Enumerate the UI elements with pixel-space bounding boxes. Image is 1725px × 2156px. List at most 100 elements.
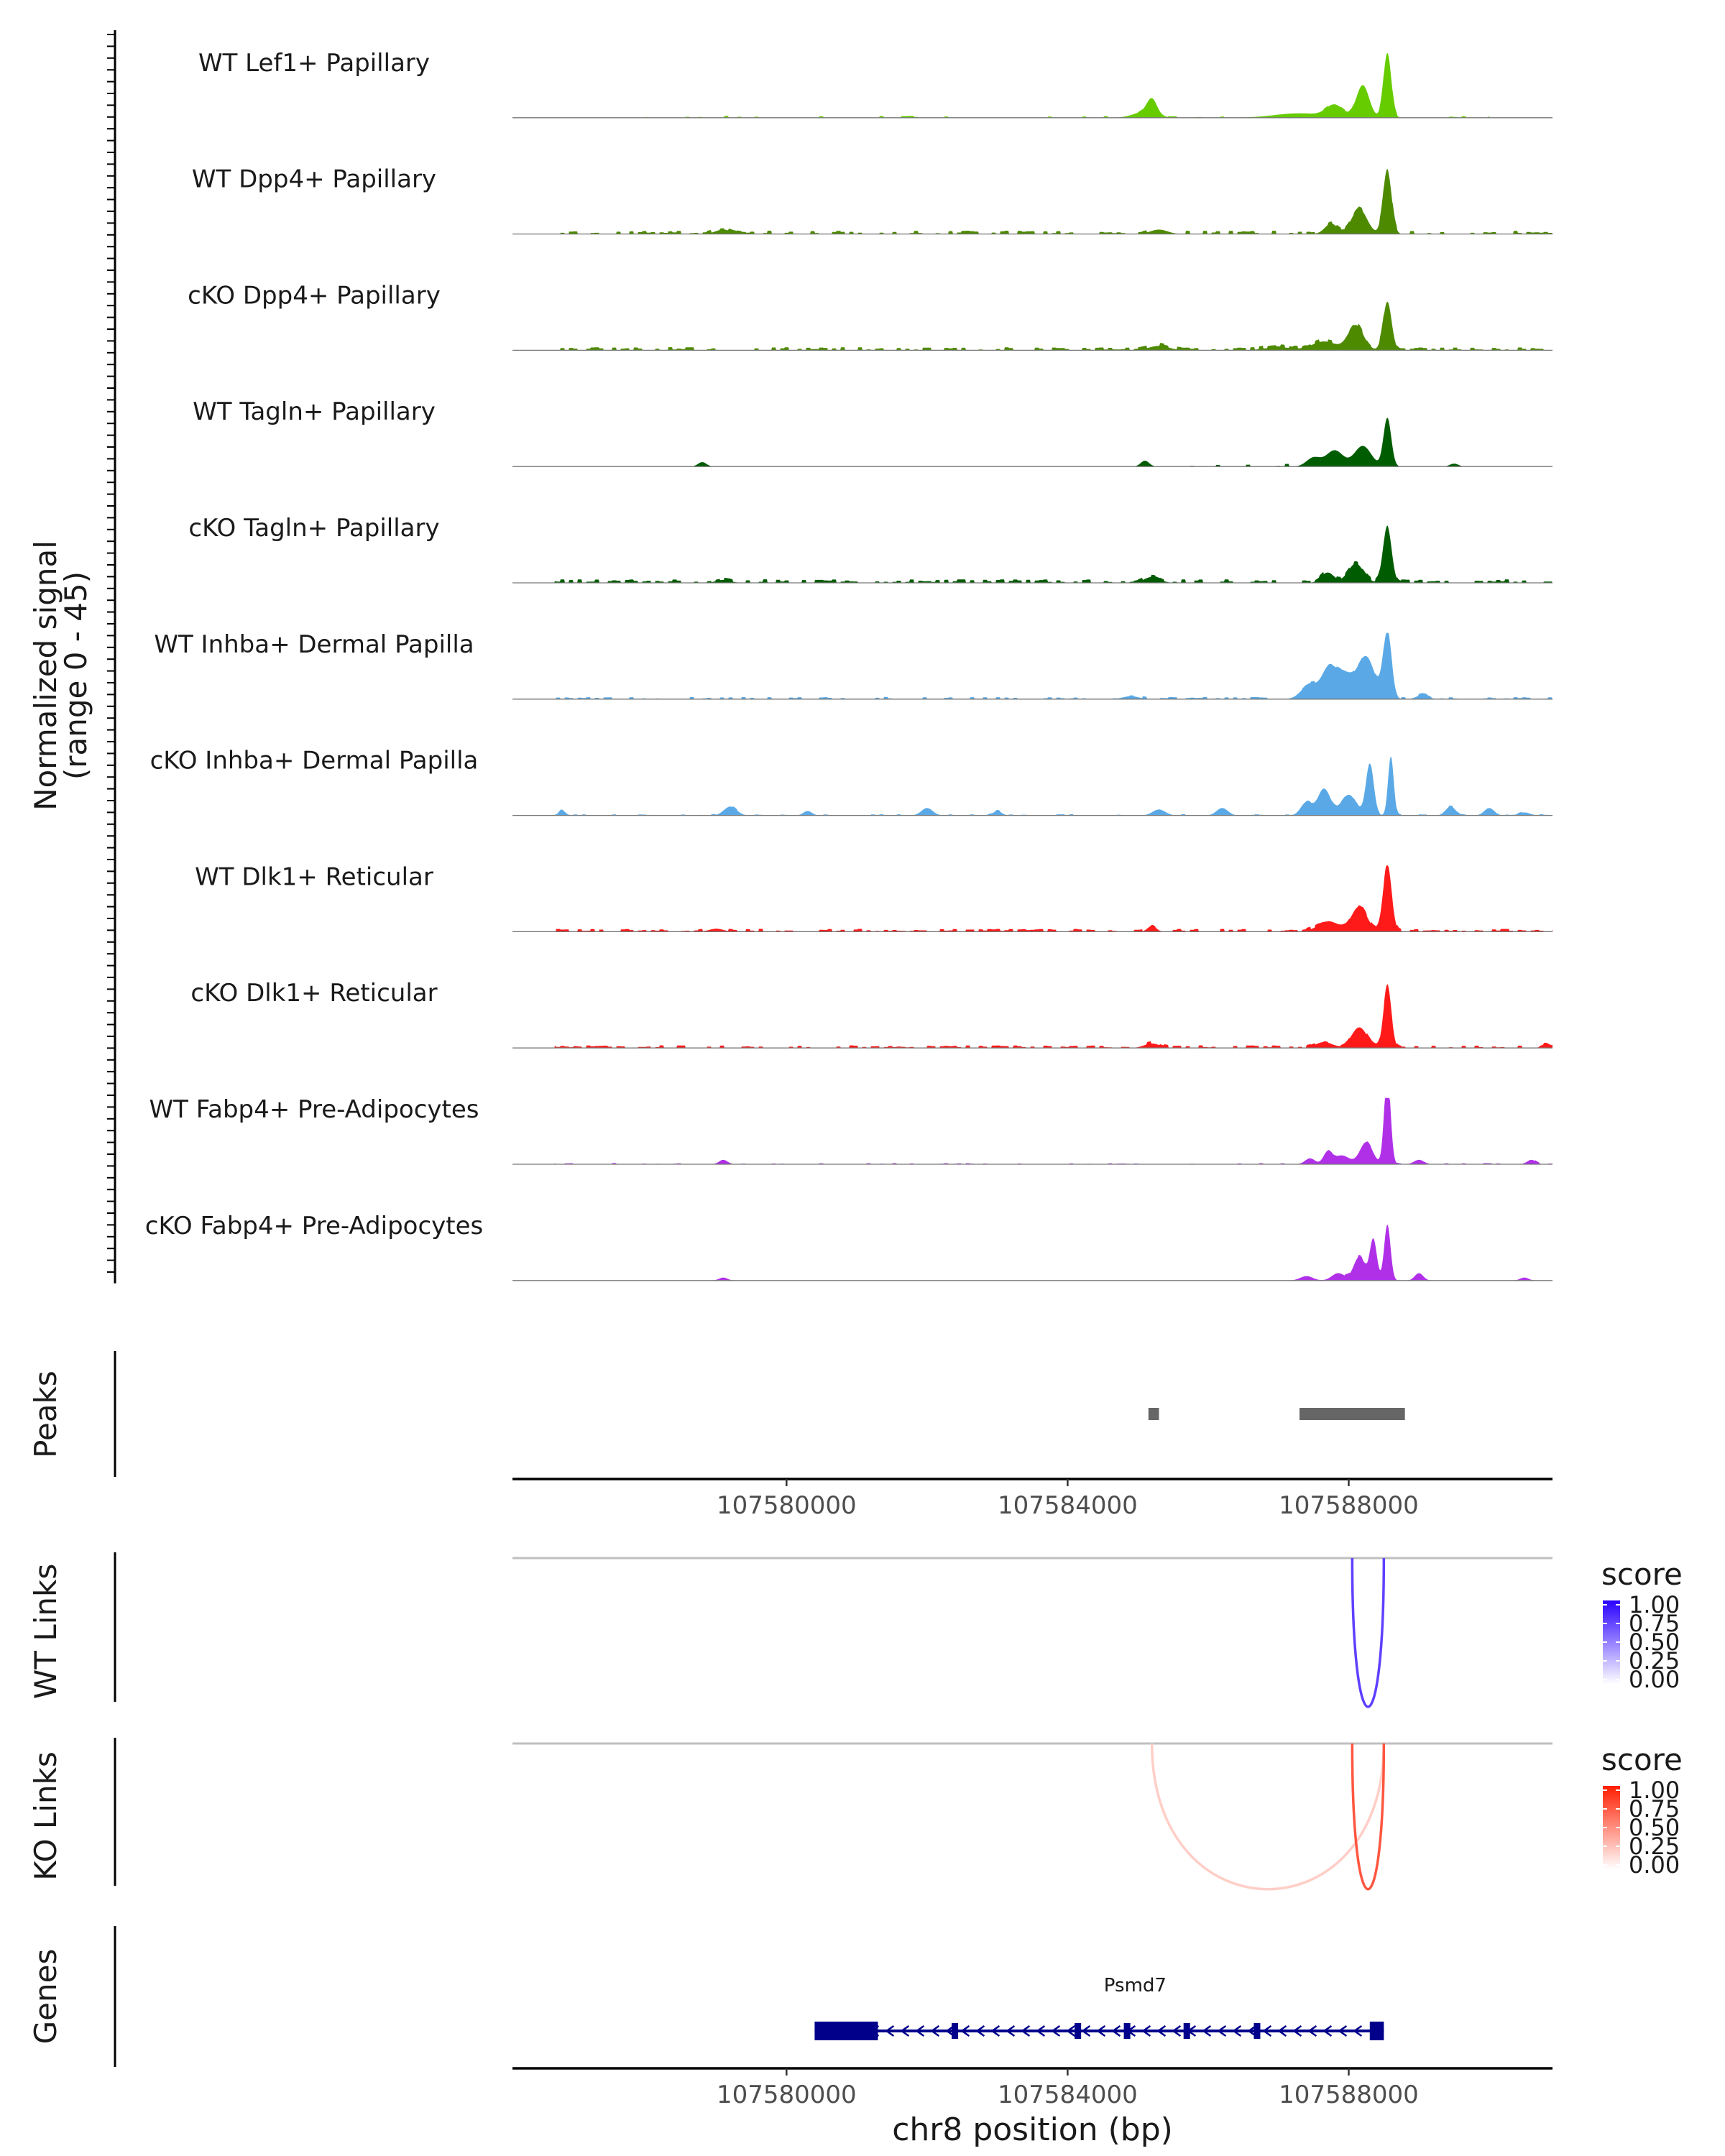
genes-label: Genes bbox=[28, 1949, 63, 2045]
coverage-panel: WT Lef1+ Papillary WT Dpp4+ Papillary cKO … bbox=[28, 30, 1552, 1284]
strand-arrow bbox=[900, 2024, 910, 2037]
coverage-area bbox=[512, 1225, 1552, 1281]
ko_links-legend-tick-label: 0.00 bbox=[1629, 1851, 1680, 1879]
strand-arrow bbox=[1156, 2024, 1167, 2037]
track-label: WT Dpp4+ Papillary bbox=[192, 165, 436, 194]
upper-axis-tick-label: 107580000 bbox=[717, 1491, 857, 1520]
genes-panel: Genes Psmd7 bbox=[28, 1926, 1384, 2067]
strand-arrow bbox=[1232, 2024, 1242, 2037]
wt_links-legend-tick-label: 1.00 bbox=[1629, 1591, 1680, 1618]
track-label: WT Fabp4+ Pre-Adipocytes bbox=[150, 1095, 479, 1124]
position-axis-lower: 107580000 107584000 107588000 chr8 position… bbox=[512, 2067, 1552, 2148]
strand-arrow bbox=[1111, 2024, 1121, 2037]
gene-exon bbox=[952, 2023, 959, 2039]
gene-exon bbox=[1183, 2023, 1190, 2039]
coverage-area bbox=[512, 1097, 1552, 1164]
ko_links-label: KO Links bbox=[28, 1751, 63, 1881]
track-label: cKO Dlk1+ Reticular bbox=[190, 979, 437, 1008]
coverage-track: WT Fabp4+ Pre-Adipocytes bbox=[150, 1095, 1552, 1165]
wt_links-legend-title: score bbox=[1601, 1557, 1683, 1592]
strand-arrow bbox=[975, 2024, 985, 2037]
ko_links-legend-tick-label: 0.75 bbox=[1629, 1795, 1680, 1823]
gene-exon bbox=[1254, 2023, 1261, 2039]
lower-axis-tick-label: 107580000 bbox=[717, 2081, 857, 2109]
track-label: WT Inhba+ Dermal Papilla bbox=[154, 630, 474, 659]
ko_links-legend-tick-label: 0.25 bbox=[1629, 1833, 1680, 1860]
coverage-track: cKO Dlk1+ Reticular bbox=[190, 979, 1552, 1049]
wt_links-legend-tick-label: 0.50 bbox=[1629, 1628, 1680, 1656]
coverage-track: cKO Tagln+ Papillary bbox=[188, 514, 1552, 584]
track-label: cKO Dpp4+ Papillary bbox=[188, 281, 441, 310]
strand-arrow bbox=[1021, 2024, 1031, 2037]
coverage-area bbox=[512, 632, 1552, 699]
strand-arrow bbox=[960, 2024, 970, 2037]
strand-arrow bbox=[1307, 2024, 1317, 2037]
gene-exon bbox=[1369, 2022, 1384, 2040]
gene-exon bbox=[1075, 2023, 1082, 2039]
peaks-panel: Peaks bbox=[28, 1351, 1405, 1477]
gene-name-label: Psmd7 bbox=[1104, 1975, 1167, 1996]
strand-arrow bbox=[930, 2024, 940, 2037]
x-axis-label: chr8 position (bp) bbox=[892, 2111, 1173, 2148]
strand-arrow bbox=[1036, 2024, 1046, 2037]
position-axis-upper: 107580000 107584000 107588000 bbox=[512, 1478, 1552, 1520]
ko_links-legend-tick-label: 1.00 bbox=[1629, 1777, 1680, 1804]
coverage-track: WT Dpp4+ Papillary bbox=[192, 165, 1552, 235]
coverage-area bbox=[512, 984, 1552, 1049]
strand-arrow bbox=[1247, 2024, 1257, 2037]
ko_links-legend-tick-label: 0.50 bbox=[1629, 1814, 1680, 1841]
strand-arrow bbox=[1006, 2024, 1016, 2037]
coverage-track: cKO Fabp4+ Pre-Adipocytes bbox=[145, 1212, 1552, 1281]
wt_links-legend-tick-label: 0.00 bbox=[1629, 1666, 1680, 1693]
strand-arrow bbox=[1338, 2024, 1348, 2037]
peak-region bbox=[1300, 1408, 1405, 1420]
wt_links-label: WT Links bbox=[28, 1564, 63, 1699]
lower-axis-tick-label: 107588000 bbox=[1279, 2081, 1419, 2109]
strand-arrow bbox=[1202, 2024, 1212, 2037]
strand-arrow bbox=[1277, 2024, 1287, 2037]
strand-arrow bbox=[1141, 2024, 1151, 2037]
ko_links-arc bbox=[1150, 1743, 1386, 1891]
coverage-area bbox=[512, 865, 1552, 932]
coverage-y-label: Normalized signal bbox=[28, 540, 63, 811]
coverage-area bbox=[512, 52, 1552, 118]
coverage-area bbox=[512, 169, 1552, 234]
coverage-area bbox=[512, 756, 1552, 816]
wt_links-legend-tick-label: 0.25 bbox=[1629, 1647, 1680, 1674]
wt_links-legend-tick-label: 0.75 bbox=[1629, 1610, 1680, 1637]
coverage-track: WT Tagln+ Papillary bbox=[193, 397, 1552, 467]
gene-exon bbox=[814, 2022, 878, 2040]
coverage-track: cKO Dpp4+ Papillary bbox=[188, 281, 1552, 351]
peaks-label: Peaks bbox=[28, 1370, 63, 1458]
coverage-area bbox=[512, 301, 1552, 351]
strand-arrow bbox=[1096, 2024, 1106, 2037]
coverage-track: WT Lef1+ Papillary bbox=[198, 49, 1552, 119]
strand-arrow bbox=[1292, 2024, 1302, 2037]
strand-arrow bbox=[885, 2024, 895, 2037]
coverage-y-label-range: (range 0 - 45) bbox=[58, 571, 93, 780]
strand-arrow bbox=[1066, 2024, 1076, 2037]
strand-arrow bbox=[1051, 2024, 1061, 2037]
strand-arrow bbox=[1172, 2024, 1182, 2037]
coverage-track: WT Dlk1+ Reticular bbox=[195, 862, 1552, 933]
coverage-area bbox=[512, 525, 1552, 583]
lower-axis-tick-label: 107584000 bbox=[998, 2081, 1138, 2109]
track-label: cKO Fabp4+ Pre-Adipocytes bbox=[145, 1212, 484, 1240]
track-label: WT Dlk1+ Reticular bbox=[195, 862, 433, 891]
strand-arrow bbox=[1081, 2024, 1091, 2037]
strand-arrow bbox=[990, 2024, 1000, 2037]
strand-arrow bbox=[1322, 2024, 1333, 2037]
track-label: cKO Tagln+ Papillary bbox=[188, 514, 439, 543]
coverage-area bbox=[512, 418, 1552, 467]
ko_links-legend-title: score bbox=[1601, 1742, 1683, 1777]
track-label: cKO Inhba+ Dermal Papilla bbox=[150, 747, 479, 775]
track-label: WT Tagln+ Papillary bbox=[193, 397, 436, 426]
strand-arrow bbox=[1262, 2024, 1272, 2037]
wt_links-arc bbox=[1351, 1557, 1386, 1708]
ko_links-arc bbox=[1351, 1743, 1386, 1891]
coverage-track: WT Inhba+ Dermal Papilla bbox=[154, 630, 1552, 700]
strand-arrow bbox=[915, 2024, 925, 2037]
